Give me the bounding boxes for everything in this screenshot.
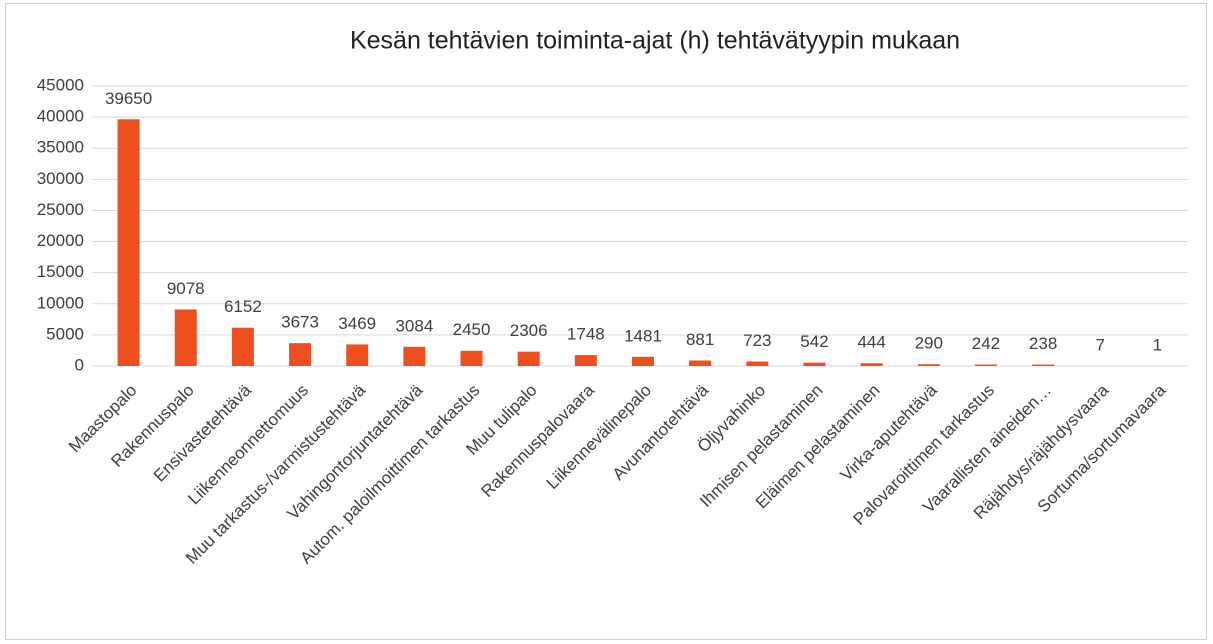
y-tick-label: 40000 bbox=[37, 107, 84, 126]
y-tick-label: 25000 bbox=[37, 200, 84, 219]
data-label: 39650 bbox=[105, 89, 152, 108]
y-tick-label: 0 bbox=[75, 355, 84, 374]
bar bbox=[974, 364, 997, 366]
data-label: 2306 bbox=[510, 321, 548, 340]
y-tick-label: 15000 bbox=[37, 262, 84, 281]
data-label: 723 bbox=[743, 331, 771, 350]
bar bbox=[231, 327, 254, 366]
data-label: 3469 bbox=[338, 314, 376, 333]
bar bbox=[746, 361, 769, 366]
data-label: 9078 bbox=[167, 279, 205, 298]
bar bbox=[574, 355, 597, 366]
data-label: 6152 bbox=[224, 297, 262, 316]
bar bbox=[517, 351, 540, 366]
data-label: 881 bbox=[686, 330, 714, 349]
bar bbox=[289, 343, 312, 366]
data-label: 1481 bbox=[624, 326, 662, 345]
bar bbox=[346, 344, 369, 366]
bar bbox=[403, 346, 426, 366]
bar bbox=[460, 350, 483, 366]
data-label: 444 bbox=[857, 333, 885, 352]
y-tick-label: 35000 bbox=[37, 138, 84, 157]
data-label: 3084 bbox=[395, 316, 433, 335]
bar bbox=[917, 364, 940, 366]
bar bbox=[174, 309, 197, 366]
bar bbox=[689, 360, 712, 366]
y-tick-label: 20000 bbox=[37, 231, 84, 250]
bar bbox=[632, 356, 654, 366]
data-label: 1 bbox=[1153, 335, 1162, 354]
chart-border bbox=[5, 3, 1207, 640]
data-label: 542 bbox=[800, 332, 828, 351]
data-label: 242 bbox=[972, 334, 1000, 353]
data-label: 3673 bbox=[281, 313, 319, 332]
y-tick-label: 10000 bbox=[37, 293, 84, 312]
data-label: 2450 bbox=[453, 320, 491, 339]
bar bbox=[803, 362, 826, 366]
y-tick-label: 30000 bbox=[37, 169, 84, 188]
y-tick-label: 5000 bbox=[46, 324, 84, 343]
data-label: 1748 bbox=[567, 325, 605, 344]
y-tick-label: 45000 bbox=[37, 75, 84, 94]
chart-title: Kesän tehtävien toiminta-ajat (h) tehtäv… bbox=[350, 27, 960, 55]
bar bbox=[860, 363, 883, 366]
data-label: 290 bbox=[915, 334, 943, 353]
data-label: 7 bbox=[1096, 335, 1105, 354]
bar bbox=[1032, 364, 1055, 366]
bar bbox=[117, 119, 140, 367]
data-label: 238 bbox=[1029, 334, 1057, 353]
